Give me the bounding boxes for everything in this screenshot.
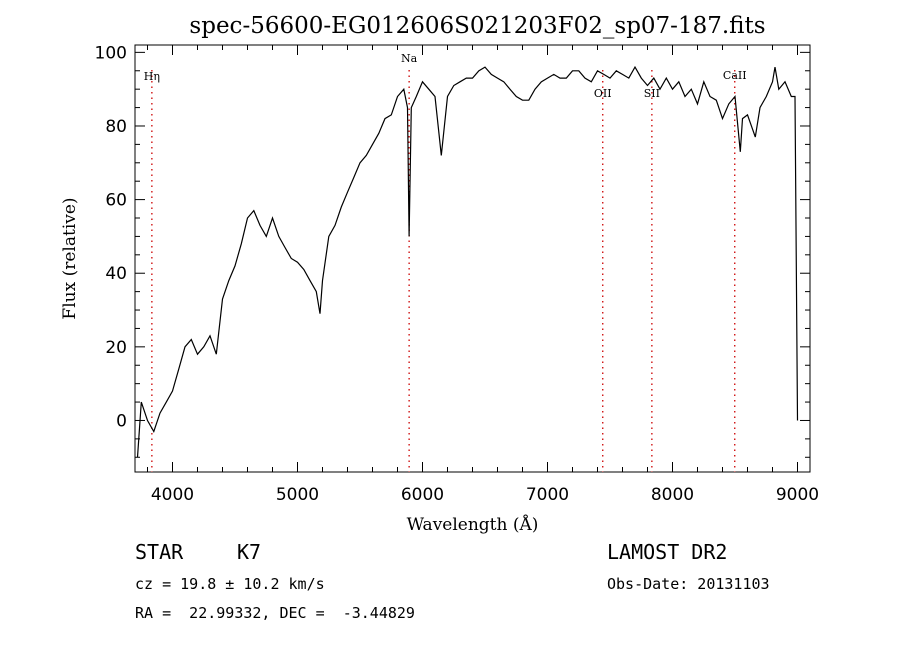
object-subclass: K7 [237,540,262,564]
spectral-line-label: Na [401,52,418,65]
spectral-line-label: OII [594,87,612,100]
coordinates-readout: RA = 22.99332, DEC = -3.44829 [135,604,415,622]
y-tick-label: 80 [105,117,127,137]
survey-name: LAMOST DR2 [607,540,728,564]
x-tick-label: 6000 [401,485,444,505]
redshift-readout: cz = 19.8 ± 10.2 km/s [135,575,325,593]
spectral-line-label: CaII [723,69,747,82]
y-tick-label: 60 [105,191,127,211]
x-tick-label: 5000 [276,485,319,505]
object-class: STAR [135,540,184,564]
x-tick-label: 7000 [526,485,569,505]
x-tick-label: 4000 [151,485,194,505]
y-tick-label: 20 [105,338,127,358]
x-tick-label: 8000 [651,485,694,505]
x-axis-label: Wavelength (Å) [407,514,539,535]
chart-title: spec-56600-EG012606S021203F02_sp07-187.f… [189,13,765,39]
observation-date: Obs-Date: 20131103 [607,575,770,593]
plot-frame [134,44,811,473]
y-tick-label: 40 [105,264,127,284]
y-tick-label: 0 [116,411,127,431]
y-tick-label: 100 [95,43,127,63]
x-tick-label: 9000 [776,485,819,505]
spectral-line-label: SII [644,87,660,100]
spectral-line-label: Hη [144,70,160,83]
y-axis-label: Flux (relative) [60,197,80,319]
spectrum-series-line [136,65,799,458]
